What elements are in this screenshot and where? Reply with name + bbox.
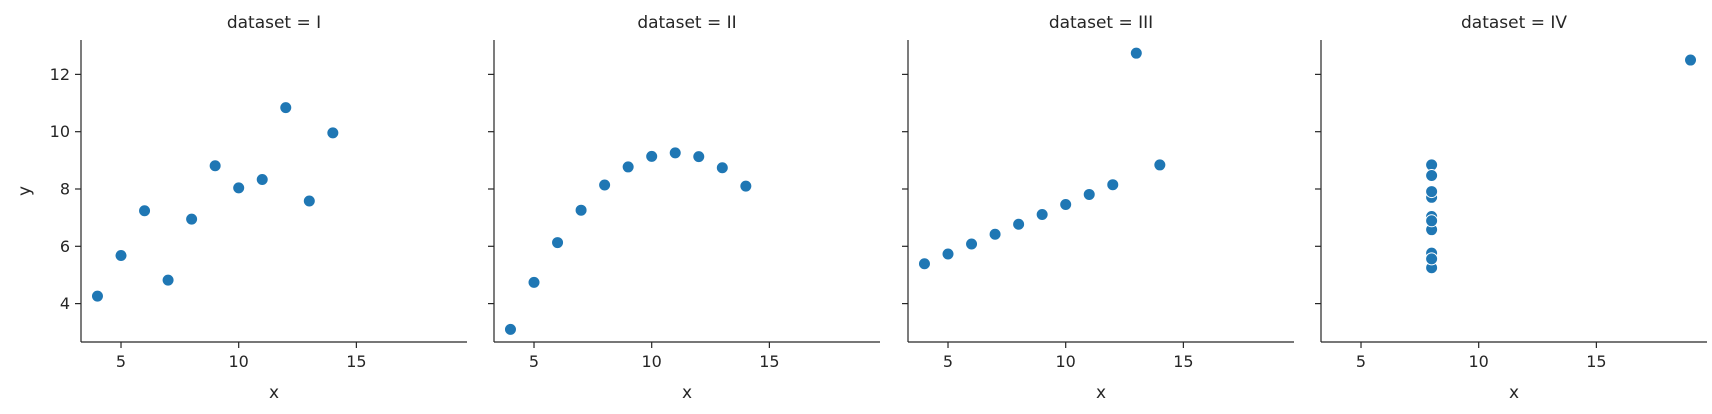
- data-point: [715, 161, 729, 175]
- data-point: [668, 146, 682, 160]
- data-point: [1153, 158, 1167, 172]
- x-tick-label: 10: [229, 352, 249, 371]
- x-tick-label: 5: [1356, 352, 1366, 371]
- data-point: [302, 194, 316, 208]
- y-tick-label: 8: [60, 179, 70, 198]
- data-point: [1106, 178, 1120, 192]
- data-point: [1425, 252, 1439, 266]
- data-point: [692, 150, 706, 164]
- data-point: [114, 248, 128, 262]
- facet-title: dataset = II: [637, 13, 736, 33]
- data-point: [965, 237, 979, 251]
- data-point: [1082, 187, 1096, 201]
- x-tick-label: 15: [1173, 352, 1193, 371]
- data-point: [255, 173, 269, 187]
- data-point: [161, 273, 175, 287]
- facet-title: dataset = III: [1049, 13, 1153, 33]
- facet-panel-2: dataset = II 5 10 15 x: [488, 13, 880, 403]
- data-point: [1684, 53, 1698, 67]
- facet-panel-3: dataset = III 5 10 15 x: [902, 13, 1294, 403]
- data-point: [1012, 217, 1026, 231]
- x-axis-label: x: [269, 383, 279, 403]
- data-point: [90, 289, 104, 303]
- data-point: [138, 204, 152, 218]
- data-point: [185, 212, 199, 226]
- facet-title: dataset = IV: [1461, 13, 1567, 33]
- x-tick-label: 5: [943, 352, 953, 371]
- x-tick-label: 10: [642, 352, 662, 371]
- data-point: [917, 257, 931, 271]
- x-axis-label: x: [682, 383, 692, 403]
- data-point: [1425, 214, 1439, 228]
- data-point: [574, 203, 588, 217]
- data-point: [551, 236, 565, 250]
- data-point: [621, 160, 635, 174]
- x-tick-label: 15: [1586, 352, 1606, 371]
- x-tick-label: 10: [1056, 352, 1076, 371]
- x-tick-label: 5: [529, 352, 539, 371]
- data-point: [941, 247, 955, 261]
- data-point: [527, 275, 541, 289]
- data-point: [645, 149, 659, 163]
- x-tick-label: 15: [759, 352, 779, 371]
- data-point: [1425, 185, 1439, 199]
- y-tick-label: 6: [60, 237, 70, 256]
- data-point: [1129, 46, 1143, 60]
- data-point: [1059, 197, 1073, 211]
- facet-title: dataset = I: [227, 13, 321, 33]
- data-point: [1035, 207, 1049, 221]
- x-tick-label: 5: [116, 352, 126, 371]
- data-point: [739, 179, 753, 193]
- x-tick-label: 10: [1469, 352, 1489, 371]
- x-tick-label: 15: [346, 352, 366, 371]
- data-point: [598, 178, 612, 192]
- y-tick-label: 12: [50, 65, 70, 84]
- facet-panel-1: dataset = I 5 10 15 4 6 8 10 12 x y: [15, 13, 467, 403]
- y-tick-label: 10: [50, 122, 70, 141]
- x-axis-label: x: [1096, 383, 1106, 403]
- facet-panel-4: dataset = IV 5 10 15 x: [1315, 13, 1707, 403]
- data-point: [1425, 169, 1439, 183]
- data-point: [326, 126, 340, 140]
- data-point: [232, 181, 246, 195]
- data-point: [279, 101, 293, 115]
- y-axis-label: y: [15, 186, 35, 196]
- data-point: [208, 159, 222, 173]
- x-axis-label: x: [1509, 383, 1519, 403]
- data-point: [503, 322, 517, 336]
- y-tick-label: 4: [60, 294, 70, 313]
- data-point: [988, 227, 1002, 241]
